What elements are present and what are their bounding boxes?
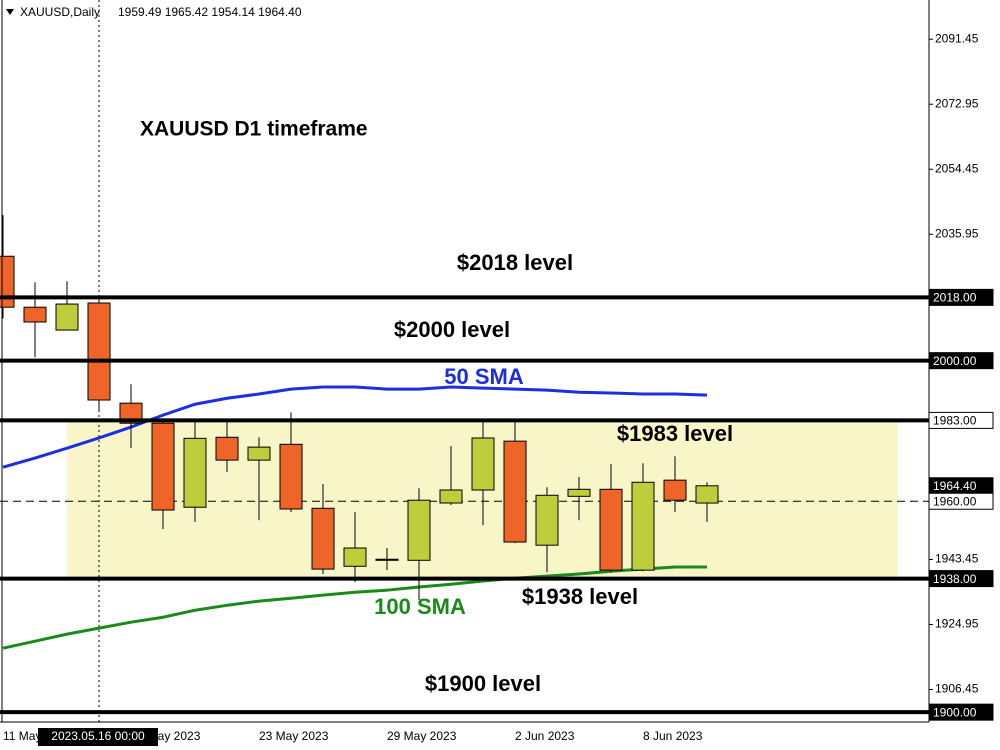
candle-body	[215, 436, 239, 461]
sma-label: 100 SMA	[374, 594, 466, 619]
candle-body	[663, 479, 687, 501]
candle-body	[183, 437, 207, 508]
price-box-label: 1960.00	[933, 494, 977, 508]
candle-body	[311, 507, 335, 570]
price-box-label: 1900.00	[933, 705, 977, 719]
chart-title: XAUUSD D1 timeframe	[140, 118, 368, 141]
candle-body	[343, 547, 367, 567]
level-annotation: $2018 level	[457, 250, 573, 275]
candle-body	[23, 306, 47, 323]
price-box-label: 1938.00	[933, 572, 977, 586]
y-tick-label: 2072.95	[935, 96, 979, 110]
crosshair-label: 2023.05.16 00:00	[51, 729, 145, 743]
candle-body	[0, 255, 15, 308]
candle-body	[151, 422, 175, 511]
y-tick-label: 2035.95	[935, 226, 979, 240]
candle-body	[567, 488, 591, 497]
y-tick-label: 2091.45	[935, 31, 979, 45]
level-annotation: $1983 level	[617, 421, 733, 446]
price-box-label: 2000.00	[933, 354, 977, 368]
sma-line	[2, 565, 707, 650]
candle-body	[535, 494, 559, 546]
candle-body	[407, 499, 431, 561]
candle-body	[471, 437, 495, 491]
level-annotation: $2000 level	[394, 317, 510, 342]
crosshair-box	[38, 728, 158, 746]
symbol-label: XAUUSD,Daily	[20, 5, 100, 19]
price-box-label: 1983.00	[933, 414, 977, 428]
candle-body	[631, 481, 655, 571]
candle-body	[695, 485, 719, 504]
candle-body	[247, 446, 271, 461]
price-box	[928, 492, 994, 510]
y-tick-label: 1924.95	[935, 617, 979, 631]
y-tick-label: 2054.45	[935, 161, 979, 175]
price-box	[928, 288, 994, 306]
candle-body	[87, 302, 111, 401]
y-tick-label: 1906.45	[935, 682, 979, 696]
candle-body	[279, 443, 303, 510]
sma-line	[2, 385, 708, 469]
candle-body	[503, 440, 527, 543]
x-tick-label: 8 Jun 2023	[643, 729, 703, 743]
x-tick-label: 23 May 2023	[259, 729, 329, 743]
price-box	[928, 352, 994, 370]
candle-body	[55, 303, 79, 331]
candle-body	[119, 402, 143, 424]
level-annotation: $1938 level	[522, 584, 638, 609]
price-box	[928, 570, 994, 588]
x-tick-label: 29 May 2023	[387, 729, 457, 743]
plot-area	[0, 0, 929, 722]
candle-body	[439, 489, 463, 504]
level-annotation: $1900 level	[425, 671, 541, 696]
y-tick-label: 1943.45	[935, 552, 979, 566]
candle-body	[375, 558, 399, 561]
price-box-label: 2018.00	[933, 291, 977, 305]
price-box	[928, 411, 994, 429]
x-tick-label: 2 Jun 2023	[515, 729, 575, 743]
price-box	[928, 703, 994, 721]
sma-label: 50 SMA	[444, 364, 524, 389]
candle-body	[599, 488, 623, 571]
ohlc-header: 1959.49 1965.42 1954.14 1964.40	[118, 5, 302, 19]
price-box-label: 1964.40	[933, 479, 977, 493]
menu-triangle[interactable]	[6, 9, 14, 15]
